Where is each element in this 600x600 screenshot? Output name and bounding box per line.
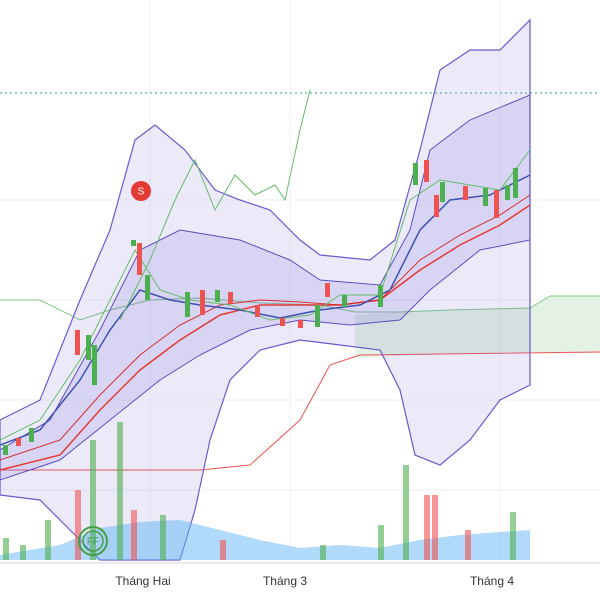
ff-marker-label: FF xyxy=(87,537,99,548)
grid xyxy=(0,0,600,563)
senkou-a xyxy=(0,295,600,321)
x-axis-label: Tháng 3 xyxy=(263,574,307,588)
candles xyxy=(3,160,518,455)
ff-marker-inner xyxy=(82,530,104,552)
ma-mid xyxy=(0,194,531,461)
ma-long xyxy=(0,204,531,471)
tenkan xyxy=(0,149,531,441)
sell-marker-label: S xyxy=(138,187,145,198)
x-axis-label: Tháng 4 xyxy=(470,574,514,588)
x-axis-label: Tháng Hai xyxy=(115,574,170,588)
senkou-b xyxy=(0,351,600,471)
bollinger-inner xyxy=(0,94,531,481)
volume-bars xyxy=(3,422,516,560)
sell-marker xyxy=(131,181,151,201)
ff-marker xyxy=(78,526,108,556)
chikou xyxy=(119,89,311,321)
